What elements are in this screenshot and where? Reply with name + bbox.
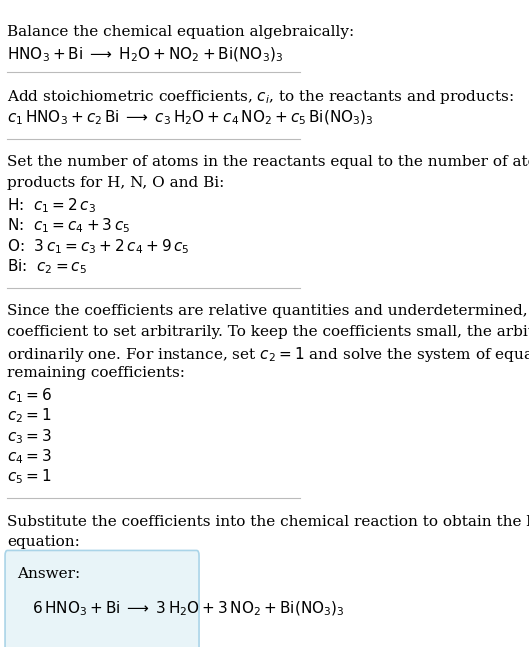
Text: $c_5 = 1$: $c_5 = 1$ [7,468,52,487]
Text: $6\,\mathrm{HNO_3} + \mathrm{Bi} \;\longrightarrow\; 3\,\mathrm{H_2O} + 3\,\math: $6\,\mathrm{HNO_3} + \mathrm{Bi} \;\long… [32,600,345,619]
Text: $c_1 = 6$: $c_1 = 6$ [7,386,52,405]
Text: $c_1\,\mathrm{HNO_3} + c_2\,\mathrm{Bi} \;\longrightarrow\; c_3\,\mathrm{H_2O} +: $c_1\,\mathrm{HNO_3} + c_2\,\mathrm{Bi} … [7,109,375,127]
Text: Bi:  $c_2 = c_5$: Bi: $c_2 = c_5$ [7,258,87,276]
Text: remaining coefficients:: remaining coefficients: [7,366,186,380]
Text: Substitute the coefficients into the chemical reaction to obtain the balanced: Substitute the coefficients into the che… [7,514,529,529]
Text: Add stoichiometric coefficients, $c_i$, to the reactants and products:: Add stoichiometric coefficients, $c_i$, … [7,88,514,106]
Text: H:  $c_1 = 2\,c_3$: H: $c_1 = 2\,c_3$ [7,196,97,215]
Text: ordinarily one. For instance, set $c_2 = 1$ and solve the system of equations fo: ordinarily one. For instance, set $c_2 =… [7,345,529,364]
Text: products for H, N, O and Bi:: products for H, N, O and Bi: [7,176,225,190]
Text: equation:: equation: [7,535,80,549]
Text: Balance the chemical equation algebraically:: Balance the chemical equation algebraica… [7,25,355,39]
Text: coefficient to set arbitrarily. To keep the coefficients small, the arbitrary va: coefficient to set arbitrarily. To keep … [7,325,529,339]
Text: $c_4 = 3$: $c_4 = 3$ [7,447,52,466]
Text: N:  $c_1 = c_4 + 3\,c_5$: N: $c_1 = c_4 + 3\,c_5$ [7,217,131,236]
Text: Since the coefficients are relative quantities and underdetermined, choose a: Since the coefficients are relative quan… [7,305,529,318]
Text: $c_3 = 3$: $c_3 = 3$ [7,427,52,446]
Text: Set the number of atoms in the reactants equal to the number of atoms in the: Set the number of atoms in the reactants… [7,155,529,170]
Text: $\mathrm{HNO_3 + Bi} \;\longrightarrow\; \mathrm{H_2O + NO_2 + Bi(NO_3)_3}$: $\mathrm{HNO_3 + Bi} \;\longrightarrow\;… [7,45,284,63]
Text: Answer:: Answer: [16,567,80,580]
FancyBboxPatch shape [5,551,199,647]
Text: $c_2 = 1$: $c_2 = 1$ [7,406,52,425]
Text: O:  $3\,c_1 = c_3 + 2\,c_4 + 9\,c_5$: O: $3\,c_1 = c_3 + 2\,c_4 + 9\,c_5$ [7,237,190,256]
